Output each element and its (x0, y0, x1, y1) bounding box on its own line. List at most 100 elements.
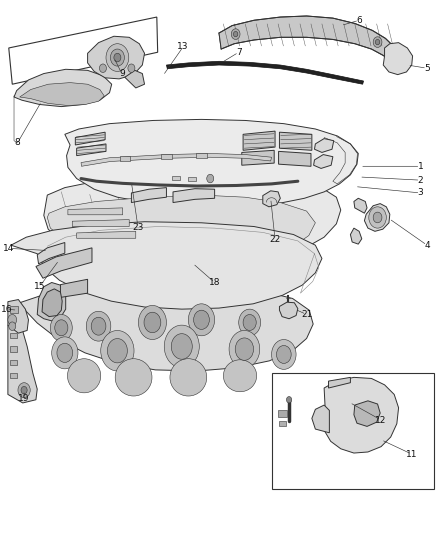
Polygon shape (65, 119, 358, 207)
Polygon shape (75, 132, 105, 145)
Circle shape (369, 207, 386, 228)
Polygon shape (161, 154, 172, 159)
Polygon shape (328, 377, 350, 388)
Polygon shape (323, 377, 399, 453)
Text: 6: 6 (356, 16, 362, 25)
Text: 18: 18 (209, 278, 220, 287)
Circle shape (86, 311, 111, 341)
Circle shape (373, 37, 382, 47)
Circle shape (18, 383, 30, 398)
Circle shape (235, 338, 254, 360)
Polygon shape (37, 282, 66, 321)
Ellipse shape (67, 359, 101, 393)
Text: 21: 21 (301, 310, 312, 319)
Polygon shape (77, 231, 136, 238)
Polygon shape (172, 176, 180, 180)
Circle shape (128, 64, 135, 72)
Circle shape (233, 31, 238, 37)
Polygon shape (354, 401, 380, 426)
Ellipse shape (223, 360, 257, 392)
Circle shape (91, 317, 106, 335)
Polygon shape (9, 17, 158, 84)
Text: 23: 23 (132, 223, 144, 231)
Polygon shape (10, 360, 17, 365)
Ellipse shape (170, 359, 207, 396)
Polygon shape (44, 173, 341, 265)
Polygon shape (272, 373, 434, 489)
Text: 19: 19 (18, 394, 30, 403)
Text: 3: 3 (417, 189, 424, 197)
Text: 9: 9 (119, 69, 125, 78)
Polygon shape (350, 228, 362, 244)
Circle shape (171, 334, 192, 359)
Polygon shape (263, 191, 280, 207)
Circle shape (164, 325, 199, 368)
Polygon shape (42, 289, 62, 317)
Polygon shape (312, 405, 329, 433)
Circle shape (52, 337, 78, 369)
Circle shape (106, 44, 129, 71)
Polygon shape (47, 195, 315, 262)
Circle shape (231, 29, 240, 39)
Text: 11: 11 (406, 450, 417, 458)
Polygon shape (88, 36, 145, 79)
Polygon shape (10, 373, 17, 378)
Polygon shape (81, 154, 272, 166)
Polygon shape (8, 300, 28, 333)
Polygon shape (8, 325, 37, 403)
Polygon shape (196, 153, 207, 158)
Polygon shape (279, 151, 311, 166)
Polygon shape (10, 333, 17, 338)
Polygon shape (279, 302, 298, 319)
Polygon shape (131, 188, 166, 203)
Circle shape (138, 305, 166, 340)
Circle shape (107, 338, 127, 363)
Text: 22: 22 (269, 236, 281, 244)
Polygon shape (173, 189, 215, 203)
Polygon shape (314, 139, 334, 152)
Polygon shape (60, 279, 88, 297)
Text: 2: 2 (418, 176, 423, 184)
Polygon shape (278, 410, 287, 417)
Polygon shape (10, 306, 18, 313)
Polygon shape (14, 69, 112, 107)
Circle shape (286, 397, 292, 403)
Text: 5: 5 (424, 64, 430, 72)
Circle shape (243, 314, 256, 330)
Circle shape (144, 312, 161, 333)
Circle shape (272, 340, 296, 369)
Polygon shape (383, 43, 413, 75)
Polygon shape (37, 243, 65, 264)
Polygon shape (125, 70, 145, 88)
Polygon shape (243, 131, 275, 150)
Circle shape (114, 53, 121, 62)
Circle shape (239, 309, 261, 336)
Circle shape (50, 314, 72, 341)
Polygon shape (72, 220, 129, 227)
Text: 16: 16 (1, 305, 12, 313)
Text: 14: 14 (3, 244, 14, 253)
Text: 15: 15 (34, 282, 45, 291)
Circle shape (276, 345, 291, 364)
Polygon shape (188, 177, 196, 181)
Polygon shape (364, 204, 390, 231)
Circle shape (55, 320, 68, 336)
Polygon shape (120, 156, 130, 161)
Circle shape (188, 304, 215, 336)
Circle shape (101, 330, 134, 371)
Polygon shape (77, 144, 106, 156)
Text: 12: 12 (375, 416, 387, 424)
Polygon shape (36, 248, 92, 278)
Circle shape (9, 322, 16, 330)
Polygon shape (314, 155, 333, 168)
Circle shape (99, 64, 106, 72)
Polygon shape (10, 346, 17, 352)
Text: 4: 4 (424, 241, 430, 249)
Polygon shape (166, 61, 364, 84)
Circle shape (21, 386, 27, 394)
Polygon shape (8, 284, 313, 371)
Polygon shape (242, 150, 274, 165)
Polygon shape (279, 421, 286, 426)
Polygon shape (11, 222, 322, 309)
Circle shape (110, 49, 124, 66)
